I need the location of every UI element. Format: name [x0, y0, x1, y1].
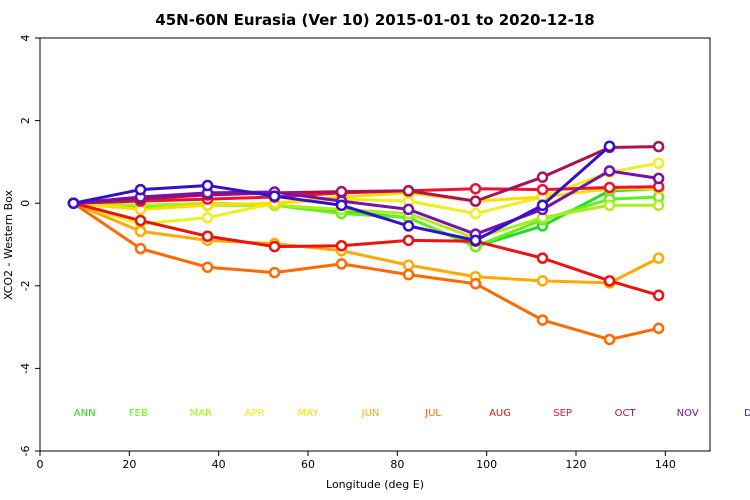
x-tick-label: 0	[37, 458, 44, 471]
data-point	[603, 333, 616, 346]
data-point	[603, 199, 616, 212]
data-point	[603, 165, 616, 177]
data-point	[652, 157, 665, 169]
data-point	[603, 275, 616, 287]
data-point	[536, 314, 549, 326]
y-tick-label: 2	[19, 117, 32, 124]
data-point	[402, 185, 415, 197]
data-point	[536, 183, 549, 196]
legend-label-dec: DEC	[744, 408, 750, 419]
data-point	[201, 261, 214, 273]
plot-frame	[39, 37, 711, 452]
data-point	[335, 185, 348, 198]
y-tick-label: 4	[19, 35, 32, 42]
data-point	[335, 258, 348, 270]
data-point	[268, 240, 281, 253]
legend-label-ann: ANN	[74, 408, 96, 419]
legend-label-jul: JUL	[424, 408, 441, 419]
series-jul	[67, 197, 665, 346]
data-point	[335, 199, 348, 212]
legend-label-may: MAY	[298, 408, 320, 419]
x-tick-label: 60	[301, 458, 315, 471]
data-point	[402, 220, 415, 232]
series-group	[67, 140, 665, 346]
data-point	[134, 214, 147, 227]
data-point	[603, 181, 616, 194]
y-tick-label: -6	[19, 446, 32, 457]
data-point	[652, 289, 665, 302]
x-axis: 0 20 40 60 80 100 120 140	[37, 451, 676, 471]
data-point	[652, 172, 665, 185]
legend-label-aug: AUG	[489, 408, 511, 419]
x-tick-label: 80	[390, 458, 404, 471]
data-point	[268, 190, 281, 202]
plot-border	[39, 37, 711, 452]
series-line	[72, 201, 659, 341]
series-dec	[67, 140, 616, 247]
legend: ANN FEB MAR APR MAY JUN JUL AUG SEP OCT NOV DEC	[74, 408, 750, 419]
data-point	[469, 207, 482, 220]
data-point	[536, 171, 549, 183]
data-point	[201, 179, 214, 192]
x-tick-label: 40	[212, 458, 226, 471]
chart-title: 45N-60N Eurasia (Ver 10) 2015-01-01 to 2…	[155, 11, 594, 29]
series-oct	[67, 140, 665, 209]
data-point	[536, 275, 549, 287]
data-point	[201, 211, 214, 224]
x-axis-label: Longitude (deg E)	[326, 478, 424, 491]
data-point	[134, 225, 147, 238]
data-point	[134, 183, 147, 196]
data-point	[134, 242, 147, 255]
x-tick-label: 140	[655, 458, 676, 471]
legend-label-sep: SEP	[553, 408, 572, 419]
data-point	[402, 268, 415, 281]
data-point	[335, 239, 348, 252]
y-tick-label: -2	[19, 280, 32, 291]
legend-label-oct: OCT	[615, 408, 637, 419]
data-point	[469, 182, 482, 195]
series-line	[73, 201, 660, 297]
y-tick-label: 0	[19, 200, 32, 207]
data-point	[268, 266, 281, 279]
data-point	[469, 234, 482, 247]
series-line	[73, 187, 659, 211]
data-point	[469, 195, 482, 207]
series-line	[72, 201, 660, 285]
data-point	[201, 230, 214, 242]
y-axis-label: XCO2 - Western Box	[2, 189, 15, 300]
data-point	[536, 199, 549, 212]
data-point	[652, 199, 665, 212]
x-tick-label: 120	[566, 458, 587, 471]
y-axis: -6 -4 -2 0 2 4	[19, 35, 40, 457]
data-point	[652, 252, 665, 264]
series-line	[73, 201, 659, 240]
x-tick-label: 100	[476, 458, 497, 471]
legend-label-apr: APR	[244, 408, 264, 419]
legend-label-feb: FEB	[129, 408, 148, 419]
series-line	[73, 145, 659, 205]
x-tick-label: 20	[122, 458, 136, 471]
series-line	[73, 161, 659, 226]
data-point	[603, 140, 616, 152]
data-point	[402, 203, 415, 216]
data-point	[536, 252, 549, 264]
data-point	[652, 322, 665, 335]
data-point	[402, 234, 415, 247]
series-line	[73, 169, 659, 236]
data-point	[402, 259, 415, 271]
legend-label-nov: NOV	[677, 408, 699, 419]
legend-label-jun: JUN	[361, 408, 380, 419]
legend-label-mar: MAR	[190, 408, 212, 419]
y-tick-label: -4	[19, 363, 32, 374]
data-point	[469, 277, 482, 290]
data-point	[67, 197, 80, 209]
data-point	[652, 140, 665, 153]
